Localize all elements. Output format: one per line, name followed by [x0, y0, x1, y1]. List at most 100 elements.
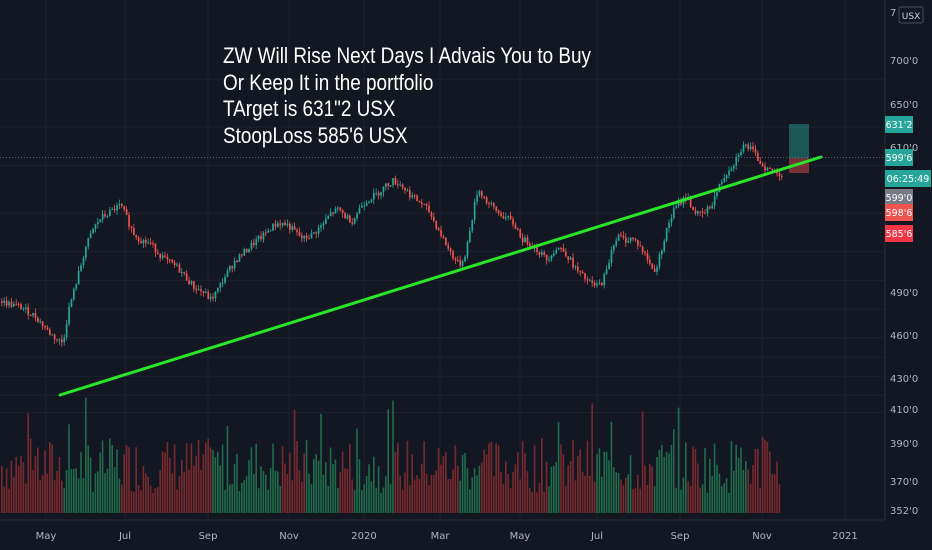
- volume-bar: [308, 473, 310, 513]
- volume-bar: [236, 453, 238, 513]
- volume-bar: [565, 485, 567, 513]
- volume-bar: [449, 478, 452, 513]
- volume-bar: [205, 442, 207, 513]
- volume-bar: [620, 479, 622, 513]
- candle-body: [109, 209, 111, 216]
- volume-bar: [488, 443, 490, 513]
- time-axis-label: Jul: [590, 531, 603, 542]
- volume-bar: [3, 486, 5, 513]
- volume-bar: [704, 448, 706, 513]
- candle-body: [490, 203, 493, 205]
- candle-body: [5, 300, 8, 306]
- candle-body: [209, 296, 212, 299]
- candle-body: [169, 259, 171, 261]
- candle-body: [521, 237, 524, 243]
- price-badge: [885, 116, 913, 133]
- volume-bar: [113, 467, 116, 513]
- time-axis-label: Mar: [431, 531, 451, 542]
- price-badge: [885, 149, 913, 166]
- volume-bar: [289, 452, 291, 513]
- volume-bar: [752, 464, 754, 513]
- volume-bar: [406, 440, 409, 513]
- volume-bar: [245, 476, 248, 513]
- volume-bar: [641, 411, 644, 513]
- candle-body: [572, 257, 574, 268]
- candle-body: [591, 280, 594, 283]
- volume-bar: [140, 490, 142, 513]
- candle-body: [226, 270, 229, 277]
- candle-body: [128, 214, 130, 227]
- volume-bar: [411, 454, 413, 513]
- volume-bar: [46, 473, 49, 513]
- price-badge: [885, 170, 931, 187]
- volume-bar: [70, 468, 73, 513]
- volume-bar: [176, 489, 178, 513]
- candle-body: [644, 252, 646, 254]
- volume-bar: [557, 422, 560, 513]
- volume-bar: [413, 479, 416, 513]
- volume-bar: [764, 439, 766, 513]
- candle-body: [365, 203, 368, 206]
- volume-bar: [502, 483, 505, 513]
- candle-body: [574, 266, 577, 268]
- candle-body: [747, 144, 750, 150]
- candle-body: [483, 196, 486, 198]
- volume-bar: [521, 440, 524, 513]
- candle-body: [279, 223, 282, 226]
- volume-bar: [219, 465, 221, 513]
- volume-bar: [529, 487, 531, 513]
- volume-bar: [58, 457, 61, 513]
- candle-body: [430, 212, 433, 217]
- candle-body: [32, 312, 34, 316]
- volume-bar: [572, 439, 574, 513]
- candle-body: [416, 195, 418, 201]
- candle-body: [401, 184, 404, 188]
- candle-body: [675, 206, 678, 209]
- volume-bar: [718, 473, 721, 513]
- volume-bar: [80, 452, 82, 513]
- candle-body: [344, 213, 346, 219]
- volume-bar: [101, 440, 104, 513]
- candle-body: [497, 210, 500, 213]
- volume-bar: [190, 443, 193, 513]
- candle-body: [325, 218, 327, 224]
- candle-body: [332, 212, 334, 214]
- candle-body: [581, 271, 584, 274]
- candle-body: [353, 218, 356, 224]
- volume-bar: [267, 489, 269, 513]
- candle-body: [670, 217, 673, 223]
- candle-body: [601, 282, 603, 286]
- volume-bar: [178, 476, 181, 513]
- candle-body: [214, 291, 217, 299]
- volume-bar: [617, 473, 620, 513]
- volume-bar: [709, 458, 711, 513]
- volume-bar: [625, 477, 627, 513]
- volume-bar: [507, 474, 509, 513]
- time-axis-label: Sep: [671, 531, 690, 542]
- candle-body: [397, 184, 399, 186]
- candle-body: [730, 168, 733, 171]
- volume-bar: [109, 438, 111, 513]
- volume-bar: [137, 484, 140, 513]
- candle-body: [740, 151, 742, 156]
- annotation-line-4: StoopLoss 585'6 USX: [223, 122, 408, 148]
- time-axis-label: Nov: [279, 531, 299, 542]
- candle-body: [459, 260, 462, 266]
- candle-body: [589, 280, 591, 282]
- candle-body: [346, 215, 349, 219]
- volume-bar: [526, 471, 529, 513]
- candle-body: [706, 207, 709, 213]
- candle-body: [711, 205, 714, 209]
- candle-body: [526, 237, 529, 244]
- volume-bar: [725, 478, 728, 513]
- candle-body: [289, 223, 291, 230]
- volume-bar: [608, 460, 610, 513]
- candle-body: [771, 168, 774, 171]
- candle-body: [121, 203, 123, 206]
- volume-bar: [392, 400, 394, 513]
- candle-body: [737, 155, 740, 158]
- candle-body: [188, 280, 190, 284]
- volume-bar: [200, 470, 202, 513]
- volume-bar: [92, 491, 94, 513]
